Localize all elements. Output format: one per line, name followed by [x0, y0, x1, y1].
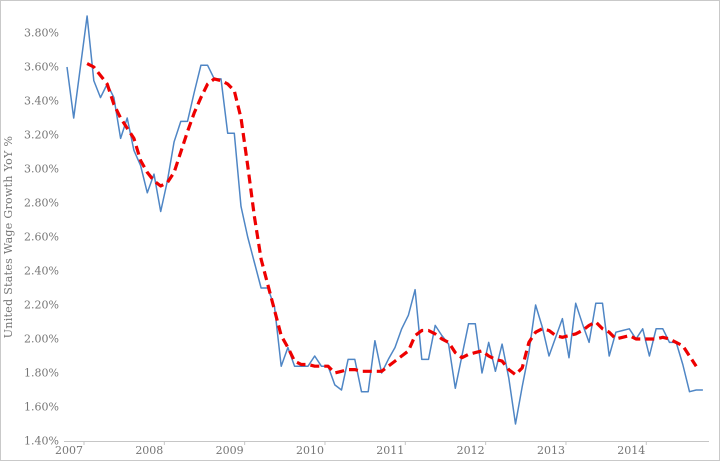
y-tick-label: 3.60% [24, 61, 59, 74]
y-tick-label: 3.40% [24, 95, 59, 108]
y-tick-label: 2.80% [24, 197, 59, 210]
x-tick-label: 2013 [537, 444, 565, 457]
y-tick-label: 3.20% [24, 129, 59, 142]
y-tick-label: 3.00% [24, 163, 59, 176]
series-line-smoothed-trend [86, 62, 698, 377]
series-line-monthly [66, 15, 703, 425]
x-tick-label: 2012 [457, 444, 485, 457]
y-tick-label: 2.20% [24, 299, 59, 312]
x-tick-label: 2008 [135, 444, 163, 457]
y-tick-label: 3.80% [24, 27, 59, 40]
y-tick-label: 1.80% [24, 367, 59, 380]
x-tick-label: 2014 [617, 444, 645, 457]
x-tick-label: 2009 [216, 444, 244, 457]
y-tick-label: 2.60% [24, 231, 59, 244]
y-axis-title: United States Wage Growth YoY % [2, 136, 15, 338]
x-tick-label: 2011 [376, 444, 404, 457]
y-tick-label: 1.40% [24, 435, 59, 448]
y-tick-label: 2.40% [24, 265, 59, 278]
y-tick-label: 2.00% [24, 333, 59, 346]
x-tick-label: 2007 [55, 444, 83, 457]
y-tick-label: 1.60% [24, 401, 59, 414]
x-tick-label: 2010 [296, 444, 324, 457]
